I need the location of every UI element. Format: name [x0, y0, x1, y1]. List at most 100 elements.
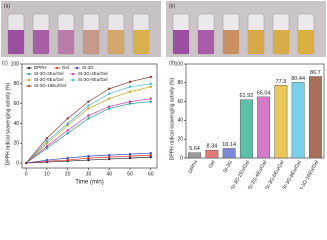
panel-label: (d)	[169, 60, 175, 66]
panel-label: (b)	[169, 3, 175, 9]
point	[87, 154, 90, 158]
point	[128, 154, 132, 158]
bar	[308, 76, 322, 159]
x-tick-label: 40	[106, 171, 112, 177]
y-tick-label: 20	[13, 141, 19, 147]
point	[66, 124, 69, 127]
value-label: 65.04	[257, 90, 271, 96]
bar	[205, 149, 219, 159]
panel-label: (a)	[4, 3, 10, 9]
point	[45, 140, 49, 143]
y-tick-label: 0	[180, 155, 183, 161]
x-tick-label: 30	[86, 171, 92, 177]
point	[66, 158, 69, 162]
point	[87, 158, 90, 162]
value-label: 77.3	[276, 79, 287, 85]
y-tick-label: 60	[13, 101, 19, 107]
y-tick-label: 60	[177, 99, 183, 105]
figure: (a) (b) (c) DPPH radical scavenging activ…	[1, 1, 326, 189]
series-line	[25, 83, 151, 164]
y-tick-label: 80	[177, 80, 183, 86]
photo-b: (b)	[166, 1, 326, 57]
point	[128, 152, 132, 156]
x-tick-label: 20	[65, 171, 71, 177]
point	[128, 80, 132, 84]
point	[66, 117, 69, 120]
point	[45, 137, 49, 140]
point	[87, 117, 90, 120]
legend-marker	[55, 66, 59, 70]
bar	[291, 82, 305, 159]
point	[149, 97, 152, 100]
y-axis-label: DPPH radical scavenging activity (%)	[169, 77, 175, 160]
x-axis-label: Time (min)	[75, 180, 103, 186]
bar	[222, 148, 236, 159]
point	[128, 102, 132, 105]
point	[128, 100, 132, 103]
bar	[188, 152, 202, 159]
value-label: 8.34	[207, 144, 218, 150]
point	[66, 156, 69, 160]
point	[149, 82, 152, 86]
x-tick-label: DPPH	[187, 159, 199, 174]
legend-label: St-3G-4Eu/Gel	[78, 71, 108, 76]
value-label: 86.7	[310, 70, 321, 76]
legend-marker	[27, 84, 31, 88]
legend-label: St-3G-2Eu/Gel	[34, 71, 64, 76]
point	[149, 85, 152, 88]
legend-label: Gel	[62, 65, 69, 70]
point	[108, 105, 111, 108]
point	[128, 156, 132, 160]
point	[149, 155, 152, 159]
point	[87, 114, 90, 117]
x-tick-label: 0	[25, 171, 28, 177]
point	[87, 104, 90, 107]
point	[149, 75, 152, 79]
value-label: 5.64	[189, 146, 200, 152]
point	[45, 145, 49, 148]
y-tick-label: 100	[11, 61, 20, 67]
point	[128, 85, 132, 88]
bar	[257, 96, 271, 159]
y-tick-label: 80	[13, 81, 19, 87]
point	[108, 107, 111, 110]
legend-marker	[71, 72, 75, 76]
plot-frame	[185, 63, 325, 159]
value-label: 61.92	[239, 93, 253, 99]
y-tick-label: 20	[177, 137, 183, 143]
y-tick-label: 40	[13, 121, 19, 127]
photo-a: (a)	[1, 1, 161, 57]
point	[66, 132, 69, 135]
legend-label: DPPH	[34, 65, 47, 70]
legend-marker	[75, 66, 79, 70]
point	[149, 100, 152, 103]
point	[128, 90, 132, 93]
x-tick-label: Gel	[208, 160, 217, 170]
bar	[274, 85, 288, 159]
series-line	[25, 76, 151, 164]
point	[108, 97, 111, 100]
legend-label: St-3G-16Eu/Gel	[34, 83, 66, 88]
point	[149, 153, 152, 157]
point	[87, 100, 90, 103]
point	[45, 142, 49, 145]
x-tick-label: 50	[127, 171, 133, 177]
y-axis-label: DPPH radical scavenging activity (%)	[5, 82, 11, 165]
series-line	[25, 86, 151, 164]
point	[45, 158, 49, 162]
legend-label: St-3G	[82, 65, 94, 70]
x-tick-label: 60	[148, 171, 154, 177]
value-label: 80.44	[291, 76, 305, 82]
point	[87, 107, 90, 110]
y-tick-label: 40	[177, 118, 183, 124]
value-label: 10.14	[222, 142, 236, 148]
point	[108, 92, 111, 95]
point	[108, 87, 111, 90]
point	[45, 146, 49, 150]
x-tick-label: St-3G	[222, 160, 234, 174]
legend-marker	[27, 78, 31, 82]
point	[108, 157, 111, 161]
point	[66, 122, 69, 125]
legend-marker	[71, 78, 75, 82]
point	[108, 153, 111, 157]
